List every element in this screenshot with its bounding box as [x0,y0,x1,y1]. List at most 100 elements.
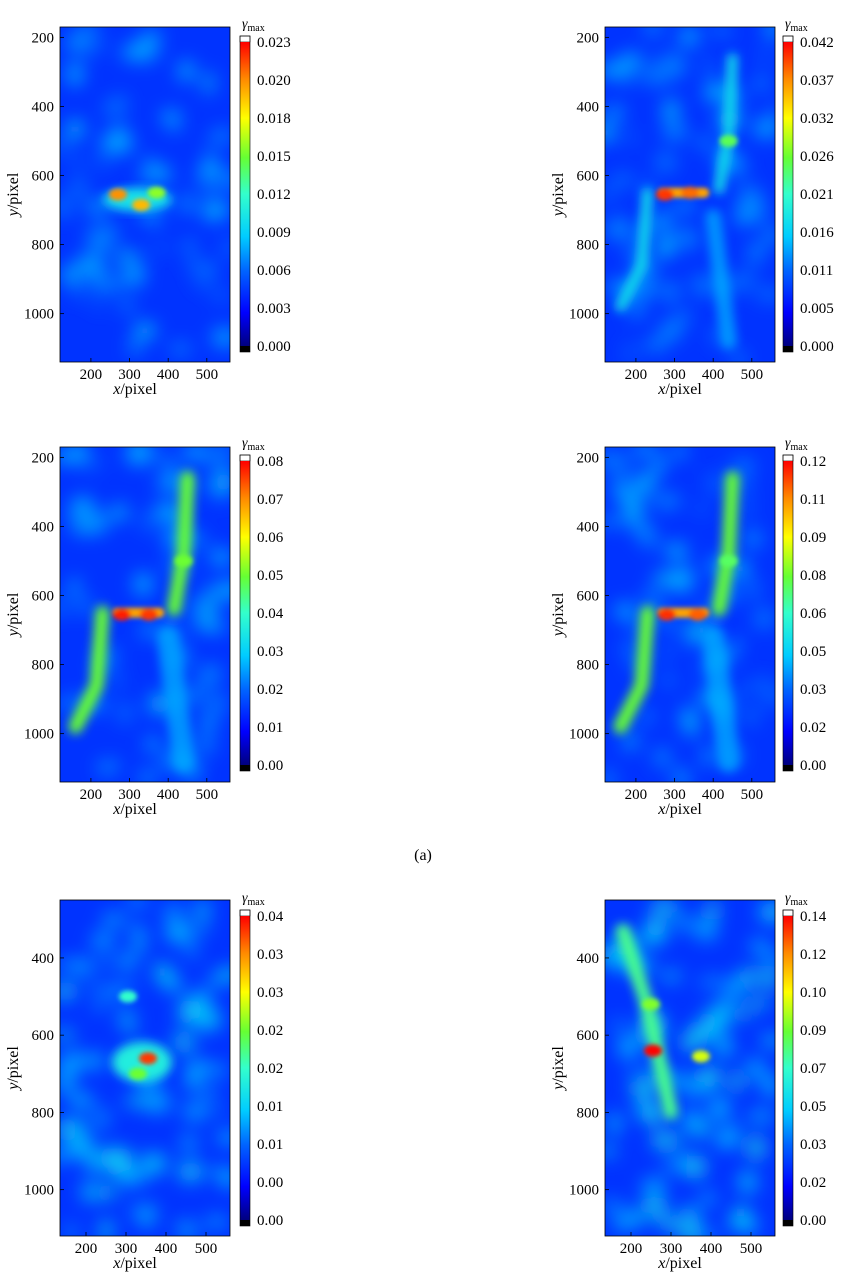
lower-band [615,187,653,312]
speckle [184,683,211,707]
lower-band [613,605,655,734]
speckle [669,227,685,244]
speckle [746,998,771,1008]
speckle [612,480,635,502]
speckle [750,939,769,953]
y-tick-label: 800 [32,238,55,254]
colorbar-tick-label: 0.016 [800,225,834,241]
speckle [194,1022,219,1032]
speckle [177,1161,203,1183]
speckle [142,39,162,50]
speckle [70,496,95,520]
colorbar-tick-label: 0.00 [257,1213,283,1229]
speckle [197,920,208,934]
y-tick-label: 200 [32,30,55,46]
strain-panel-1: 200 300 400 500 200 400 600 800 1000 x/pixel y/pix… [5,17,291,398]
hotspots [108,186,166,211]
x-tick-label: 500 [196,787,219,803]
speckle [130,924,144,936]
speckle [643,1196,665,1215]
speckle [706,900,719,921]
colorbar-frame [239,35,251,353]
speckle [660,646,673,660]
speckle [605,62,616,79]
speckle [127,900,148,909]
faint-band [705,208,737,350]
colorbar-tick-label: 0.09 [800,1023,826,1039]
speckle [186,1059,207,1076]
speckle [213,127,230,144]
speckle [658,753,670,762]
y-tick-label: 600 [32,589,55,605]
speckle [642,469,654,491]
speckle [206,212,218,223]
speckle [144,1091,171,1114]
speckle [60,140,72,156]
y-tick-label: 800 [577,238,600,254]
speckle [766,105,775,126]
speckle [740,497,754,519]
speckle [71,447,85,463]
speckle [121,43,149,61]
plot-frame [59,26,231,363]
plot-frame [604,899,776,1237]
speckle [114,270,139,287]
speckle [665,543,688,560]
x-axis-title: x/pixel [112,1255,157,1272]
x-tick-label: 300 [115,1241,138,1257]
speckle [123,1025,137,1035]
x-tick-label: 400 [157,367,180,383]
shear-bands [68,471,195,773]
speckle [74,598,97,615]
y-axis-title: y/pixel [5,172,22,218]
speckle [627,1067,642,1076]
speckle [203,136,219,149]
upper-band [713,53,738,195]
speckle [118,960,137,970]
colorbar-bottom-cap [240,346,250,352]
speckle [659,319,682,342]
speckle [681,1079,704,1099]
speckle [745,713,757,722]
speckle [65,513,79,530]
colorbar-frame [782,454,794,772]
speckle [653,493,681,509]
colorbar-top-cap [782,909,794,917]
x-tick-label: 400 [700,1241,723,1257]
colorbar: 0.04 0.03 0.03 0.02 0.02 0.01 0.01 0.00 0.00 γmax [239,891,284,1229]
speckle [86,1151,101,1174]
speckle [111,504,128,521]
speckle [118,1009,135,1025]
colorbar-tick-label: 0.08 [257,454,283,470]
speckle [182,239,196,252]
speckle [676,564,694,575]
speckle [151,451,173,462]
speckle [606,454,633,479]
colorbar-frame [239,454,251,772]
y-tick-label: 600 [32,169,55,185]
speckle [66,63,84,86]
speckle [139,1215,153,1228]
colorbar-tick-label: 0.032 [800,111,834,127]
speckle [112,669,124,692]
upper-band [166,471,195,617]
speckle [715,1129,739,1150]
speckle [215,447,230,458]
speckle [198,533,209,548]
strain-field [605,27,775,362]
colorbar-tick-label: 0.06 [800,606,827,622]
colorbar-tick-label: 0.03 [257,947,283,963]
colorbar-title: γmax [242,17,265,34]
colorbar-tick-label: 0.01 [257,1137,283,1153]
speckle [210,694,228,711]
speckle-texture [605,900,775,1236]
hotspots [655,134,738,201]
speckle [90,511,108,534]
speckle [182,1100,208,1123]
speckle [107,224,119,243]
speckle [99,1218,113,1236]
speckle [704,82,729,102]
speckle [143,157,156,180]
y-tick-label: 400 [32,99,55,115]
colorbar-tick-label: 0.09 [800,530,826,546]
